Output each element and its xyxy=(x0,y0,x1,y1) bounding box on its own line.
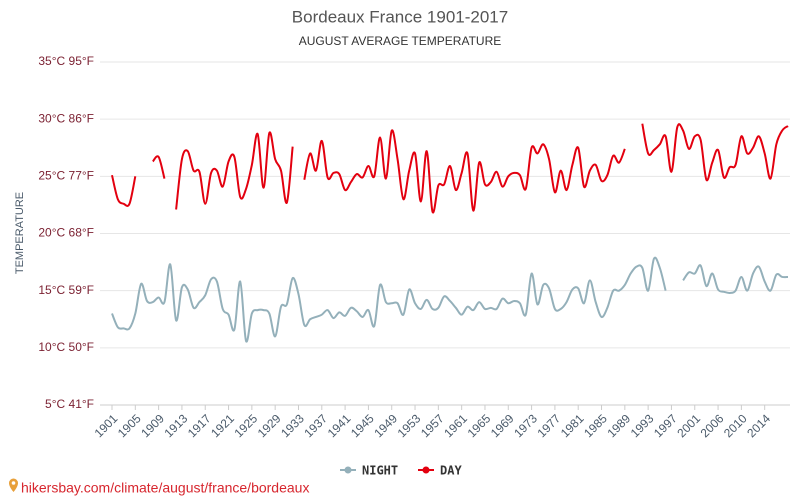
x-tick-label: 1997 xyxy=(651,411,680,440)
legend-label: NIGHT xyxy=(362,464,398,478)
series-line xyxy=(111,256,789,343)
y-tick-label: 35°C 95°F xyxy=(38,54,94,68)
x-tick-label: 1969 xyxy=(488,411,517,440)
x-tick-label: 1933 xyxy=(278,411,307,440)
legend-label: DAY xyxy=(440,464,462,478)
x-tick-label: 1941 xyxy=(325,411,354,440)
x-tick-label: 1945 xyxy=(348,411,377,440)
y-tick-label: 10°C 50°F xyxy=(38,340,94,354)
x-tick-label: 1913 xyxy=(162,411,191,440)
chart-subtitle: AUGUST AVERAGE TEMPERATURE xyxy=(299,34,502,48)
x-tick-label: 1981 xyxy=(558,411,587,440)
x-tick-label: 1921 xyxy=(208,411,237,440)
x-tick-label: 1985 xyxy=(581,411,610,440)
x-tick-label: 1953 xyxy=(395,411,424,440)
y-tick-label: 15°C 59°F xyxy=(38,283,94,297)
y-axis-title: TEMPERATURE xyxy=(14,192,26,274)
x-tick-label: 1989 xyxy=(604,411,633,440)
x-tick-label: 1965 xyxy=(465,411,494,440)
x-tick-label: 1917 xyxy=(185,411,214,440)
x-tick-label: 1901 xyxy=(92,411,121,440)
x-tick-label: 1929 xyxy=(255,411,284,440)
x-tick-label: 1949 xyxy=(371,411,400,440)
x-tick-label: 1957 xyxy=(418,411,447,440)
x-tick-label: 1925 xyxy=(231,411,260,440)
x-tick-label: 1961 xyxy=(441,411,470,440)
y-tick-label: 20°C 68°F xyxy=(38,226,94,240)
x-tick-label: 2010 xyxy=(721,411,750,440)
chart-title: Bordeaux France 1901-2017 xyxy=(292,7,508,26)
x-tick-label: 2006 xyxy=(698,411,727,440)
series-line xyxy=(111,123,789,214)
legend-marker xyxy=(422,466,430,474)
x-tick-label: 1905 xyxy=(115,411,144,440)
x-tick-label: 1993 xyxy=(628,411,657,440)
legend-item: DAY xyxy=(418,464,462,478)
source-icon xyxy=(9,478,18,492)
x-tick-label: 1909 xyxy=(138,411,167,440)
x-tick-label: 1937 xyxy=(301,411,330,440)
y-tick-label: 5°C 41°F xyxy=(45,397,94,411)
x-tick-label: 1977 xyxy=(534,411,563,440)
x-tick-label: 1973 xyxy=(511,411,540,440)
source-link[interactable]: hikersbay.com/climate/august/france/bord… xyxy=(21,480,309,496)
legend-item: NIGHT xyxy=(340,464,398,478)
x-tick-label: 2014 xyxy=(744,411,773,440)
y-tick-label: 25°C 77°F xyxy=(38,169,94,183)
y-tick-label: 30°C 86°F xyxy=(38,111,94,125)
x-tick-label: 2001 xyxy=(674,411,703,440)
legend-marker xyxy=(344,466,352,474)
